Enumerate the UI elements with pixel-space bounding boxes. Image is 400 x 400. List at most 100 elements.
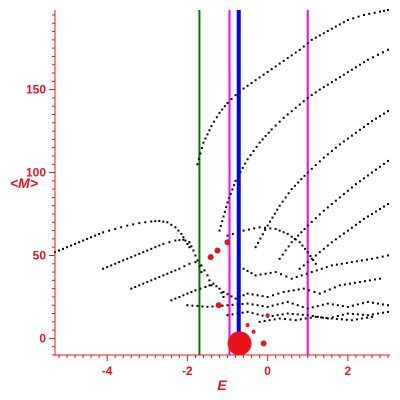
data-point (263, 226, 266, 229)
data-point (194, 261, 197, 264)
data-point (366, 58, 369, 61)
data-point (312, 258, 315, 261)
data-point (196, 163, 199, 166)
data-point (66, 246, 69, 249)
data-point (254, 274, 257, 277)
data-point (196, 259, 199, 262)
data-point (278, 229, 281, 232)
data-point (94, 234, 97, 237)
data-point (186, 292, 189, 295)
data-point (277, 292, 280, 295)
data-point (251, 312, 254, 315)
data-point (174, 297, 177, 300)
data-point (310, 38, 313, 41)
data-point (382, 162, 385, 165)
data-point (242, 229, 245, 232)
data-point (322, 32, 325, 35)
data-point (154, 246, 157, 249)
data-point (325, 316, 328, 319)
data-point (371, 301, 374, 304)
data-point (261, 305, 264, 308)
data-point (296, 313, 299, 316)
data-point (334, 199, 337, 202)
data-point (287, 192, 290, 195)
data-point (350, 319, 353, 322)
data-point (354, 131, 357, 134)
highlight-point-7 (265, 313, 270, 318)
data-point (178, 267, 181, 270)
data-point (162, 242, 165, 245)
data-point (310, 257, 313, 260)
data-point (276, 208, 279, 211)
data-point (370, 171, 373, 174)
data-point (231, 232, 234, 235)
data-point (254, 79, 257, 82)
data-point (254, 246, 257, 249)
data-point (350, 261, 353, 264)
data-point (170, 223, 173, 226)
data-point (206, 305, 209, 308)
data-point (306, 171, 309, 174)
data-point (222, 215, 225, 218)
y-axis-label: <M> (10, 175, 38, 191)
data-point (326, 317, 329, 320)
data-point (336, 315, 339, 318)
data-point (365, 316, 368, 319)
data-point (90, 236, 93, 239)
data-point (226, 234, 229, 237)
data-point (226, 201, 229, 204)
data-point (346, 305, 349, 308)
data-point (278, 317, 281, 320)
data-point (342, 140, 345, 143)
data-point (182, 294, 185, 297)
data-point (237, 231, 240, 234)
data-point (191, 304, 194, 307)
y-tick-label: 0 (39, 331, 46, 345)
data-point (146, 281, 149, 284)
data-point (208, 284, 211, 287)
data-point (282, 116, 285, 119)
data-point (166, 272, 169, 275)
data-point (280, 273, 283, 276)
data-point (351, 312, 354, 315)
data-point (378, 10, 381, 13)
data-point (338, 23, 341, 26)
data-point (320, 316, 323, 319)
data-point (315, 269, 318, 272)
y-tick-label: 50 (33, 248, 47, 262)
data-point (374, 117, 377, 120)
data-point (303, 227, 306, 230)
data-point (276, 314, 279, 317)
data-point (221, 220, 224, 223)
data-point (182, 236, 185, 239)
data-point (357, 15, 360, 18)
data-point (251, 293, 254, 296)
data-point (158, 244, 161, 247)
data-point (274, 227, 277, 230)
data-point (258, 76, 261, 79)
data-point (285, 275, 288, 278)
data-point (250, 81, 253, 84)
data-point (158, 276, 161, 279)
data-point (58, 249, 61, 252)
data-point (114, 227, 117, 230)
data-point (382, 112, 385, 115)
data-point (358, 220, 361, 223)
data-point (338, 284, 341, 287)
data-point (378, 115, 381, 118)
data-point (334, 78, 337, 81)
data-point (242, 294, 245, 297)
data-point (286, 113, 289, 116)
data-point (174, 239, 177, 242)
data-point (301, 244, 304, 247)
data-point (258, 320, 261, 323)
data-point (263, 319, 266, 322)
data-point (196, 305, 199, 308)
data-point (198, 265, 201, 268)
data-point (74, 242, 77, 245)
data-point (330, 81, 333, 84)
data-point (350, 186, 353, 189)
data-point (284, 249, 287, 252)
data-point (180, 232, 183, 235)
data-point (200, 147, 203, 150)
